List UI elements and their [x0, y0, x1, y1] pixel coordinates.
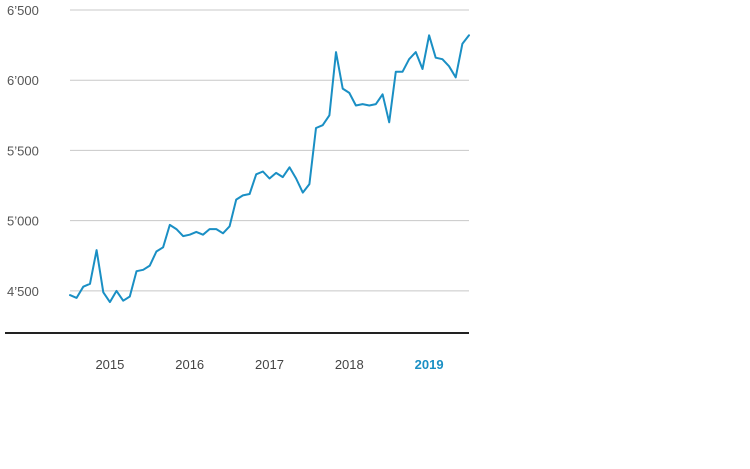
- y-tick-label: 5’500: [7, 143, 39, 158]
- x-axis-ticks: 2015 2016 2017 2018 2019: [95, 357, 443, 372]
- x-tick-label: 2017: [255, 357, 284, 372]
- gridlines: [70, 9, 469, 292]
- x-tick-label: 2016: [175, 357, 204, 372]
- series-line: [69, 34, 470, 304]
- y-axis-ticks: 4’500 5’000 5’500 6’000 6’500: [7, 3, 39, 299]
- y-tick-label: 6’000: [7, 73, 39, 88]
- y-tick-label: 4’500: [7, 284, 39, 299]
- x-tick-label: 2019: [415, 357, 444, 372]
- y-tick-label: 5’000: [7, 214, 39, 229]
- x-tick-label: 2018: [335, 357, 364, 372]
- y-tick-label: 6’500: [7, 3, 39, 18]
- x-tick-label: 2015: [95, 357, 124, 372]
